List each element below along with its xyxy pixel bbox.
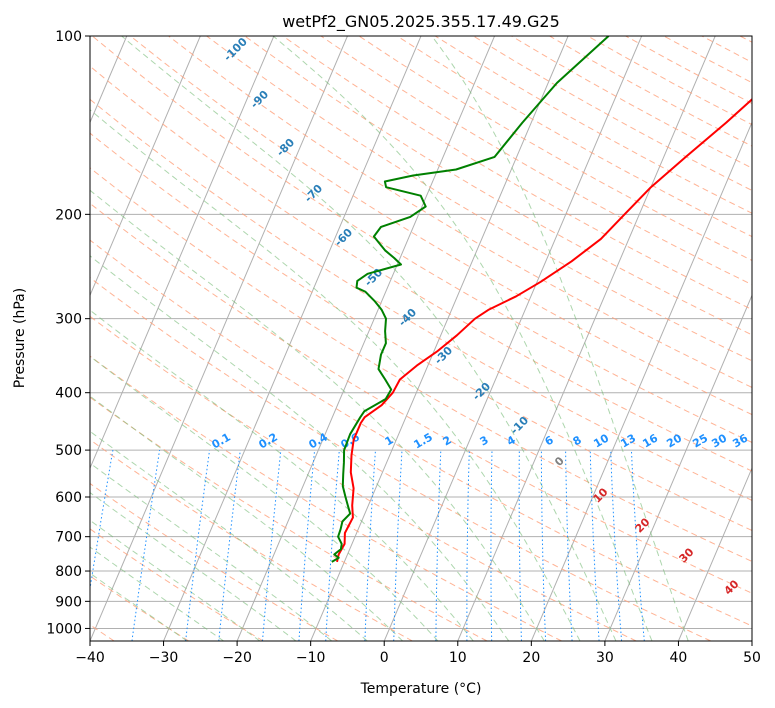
dry-adiabat-line <box>90 528 264 641</box>
dry-adiabat-line <box>90 98 752 501</box>
moist-adiabat-line <box>90 430 368 641</box>
y-tick-label: 800 <box>55 564 82 580</box>
x-axis: −40 −30 −20 −10 0 10 20 30 40 50 <box>75 641 761 666</box>
x-tick-label: −40 <box>75 650 105 666</box>
dry-adiabat-line <box>90 277 712 641</box>
dry-adiabat-line <box>90 315 637 641</box>
y-tick-label: 200 <box>55 207 82 223</box>
x-tick-label: −20 <box>222 650 252 666</box>
isotherm-line <box>90 36 201 297</box>
isotherm-line <box>163 36 422 641</box>
moist-adiabat-line <box>90 462 333 641</box>
y-tick-label: 900 <box>55 594 82 610</box>
plot-frame <box>89 35 753 642</box>
mixing-ratio-line <box>90 450 114 592</box>
isotherm-line <box>530 121 752 641</box>
chart-title: wetPf2_GN05.2025.355.17.49.G25 <box>282 12 560 32</box>
isotherm-line <box>383 36 643 641</box>
temperature-profile-line <box>336 98 752 563</box>
y-axis: 100 200 300 400 500 600 700 800 900 1000 <box>46 29 90 637</box>
dry-adiabat-line <box>130 36 752 416</box>
moist-adiabat-line <box>90 309 474 641</box>
x-tick-label: 40 <box>670 650 688 666</box>
dry-adiabat-line <box>320 36 752 286</box>
moist-adiabat-line <box>90 255 510 641</box>
y-tick-label: 500 <box>55 443 82 459</box>
mixing-ratio-line <box>185 450 210 641</box>
y-tick-label: 300 <box>55 312 82 328</box>
x-tick-label: −30 <box>149 650 179 666</box>
plot-area: -100-90-80-70-60-50-40-30-20-100.1 0.2 0.4… <box>90 36 752 641</box>
mixing-ratio-line <box>218 450 241 641</box>
isotherm-line <box>604 294 752 641</box>
y-tick-label: 1000 <box>46 621 82 637</box>
moist-adiabat-line <box>431 36 689 641</box>
moist-adiabat-line <box>272 36 653 641</box>
y-tick-label: 600 <box>55 490 82 506</box>
dry-adiabat-line <box>90 167 752 562</box>
isotherm-line <box>90 36 275 470</box>
moist-adiabat-line <box>90 355 439 641</box>
x-tick-label: −10 <box>296 650 326 666</box>
mixing-ratio-line <box>262 450 282 641</box>
moist-adiabat-line <box>90 492 297 641</box>
y-tick-label: 700 <box>55 530 82 546</box>
moist-adiabat-line <box>90 572 188 641</box>
x-tick-label: 20 <box>522 650 540 666</box>
dry-adiabat-line <box>90 239 752 627</box>
dry-adiabat-line <box>90 355 562 641</box>
mixing-ratio-line <box>131 450 161 641</box>
moist-adiabat-line <box>90 519 261 641</box>
x-tick-label: 30 <box>596 650 614 666</box>
isotherm-line <box>457 36 716 641</box>
dry-adiabat-line <box>90 202 752 594</box>
moist-adiabat-line <box>121 36 617 641</box>
x-axis-label: Temperature (°C) <box>360 681 482 697</box>
y-tick-label: 100 <box>55 29 82 45</box>
isotherm-line <box>90 36 348 641</box>
x-tick-label: 0 <box>380 650 389 666</box>
dry-adiabat-line <box>90 132 752 532</box>
isotherm-line <box>236 36 496 641</box>
y-axis-label: Pressure (hPa) <box>12 288 28 388</box>
mixing-ratio-line <box>298 450 316 641</box>
dry-adiabat-line <box>282 36 752 311</box>
x-tick-label: 10 <box>449 650 467 666</box>
x-tick-label: 50 <box>743 650 761 666</box>
moist-adiabat-line <box>90 546 224 641</box>
moist-adiabat-line <box>90 395 403 641</box>
dewpoint-profile-line <box>331 36 610 563</box>
y-tick-label: 400 <box>55 386 82 402</box>
dry-adiabat-line <box>90 482 339 641</box>
isotherm-line <box>677 466 752 641</box>
